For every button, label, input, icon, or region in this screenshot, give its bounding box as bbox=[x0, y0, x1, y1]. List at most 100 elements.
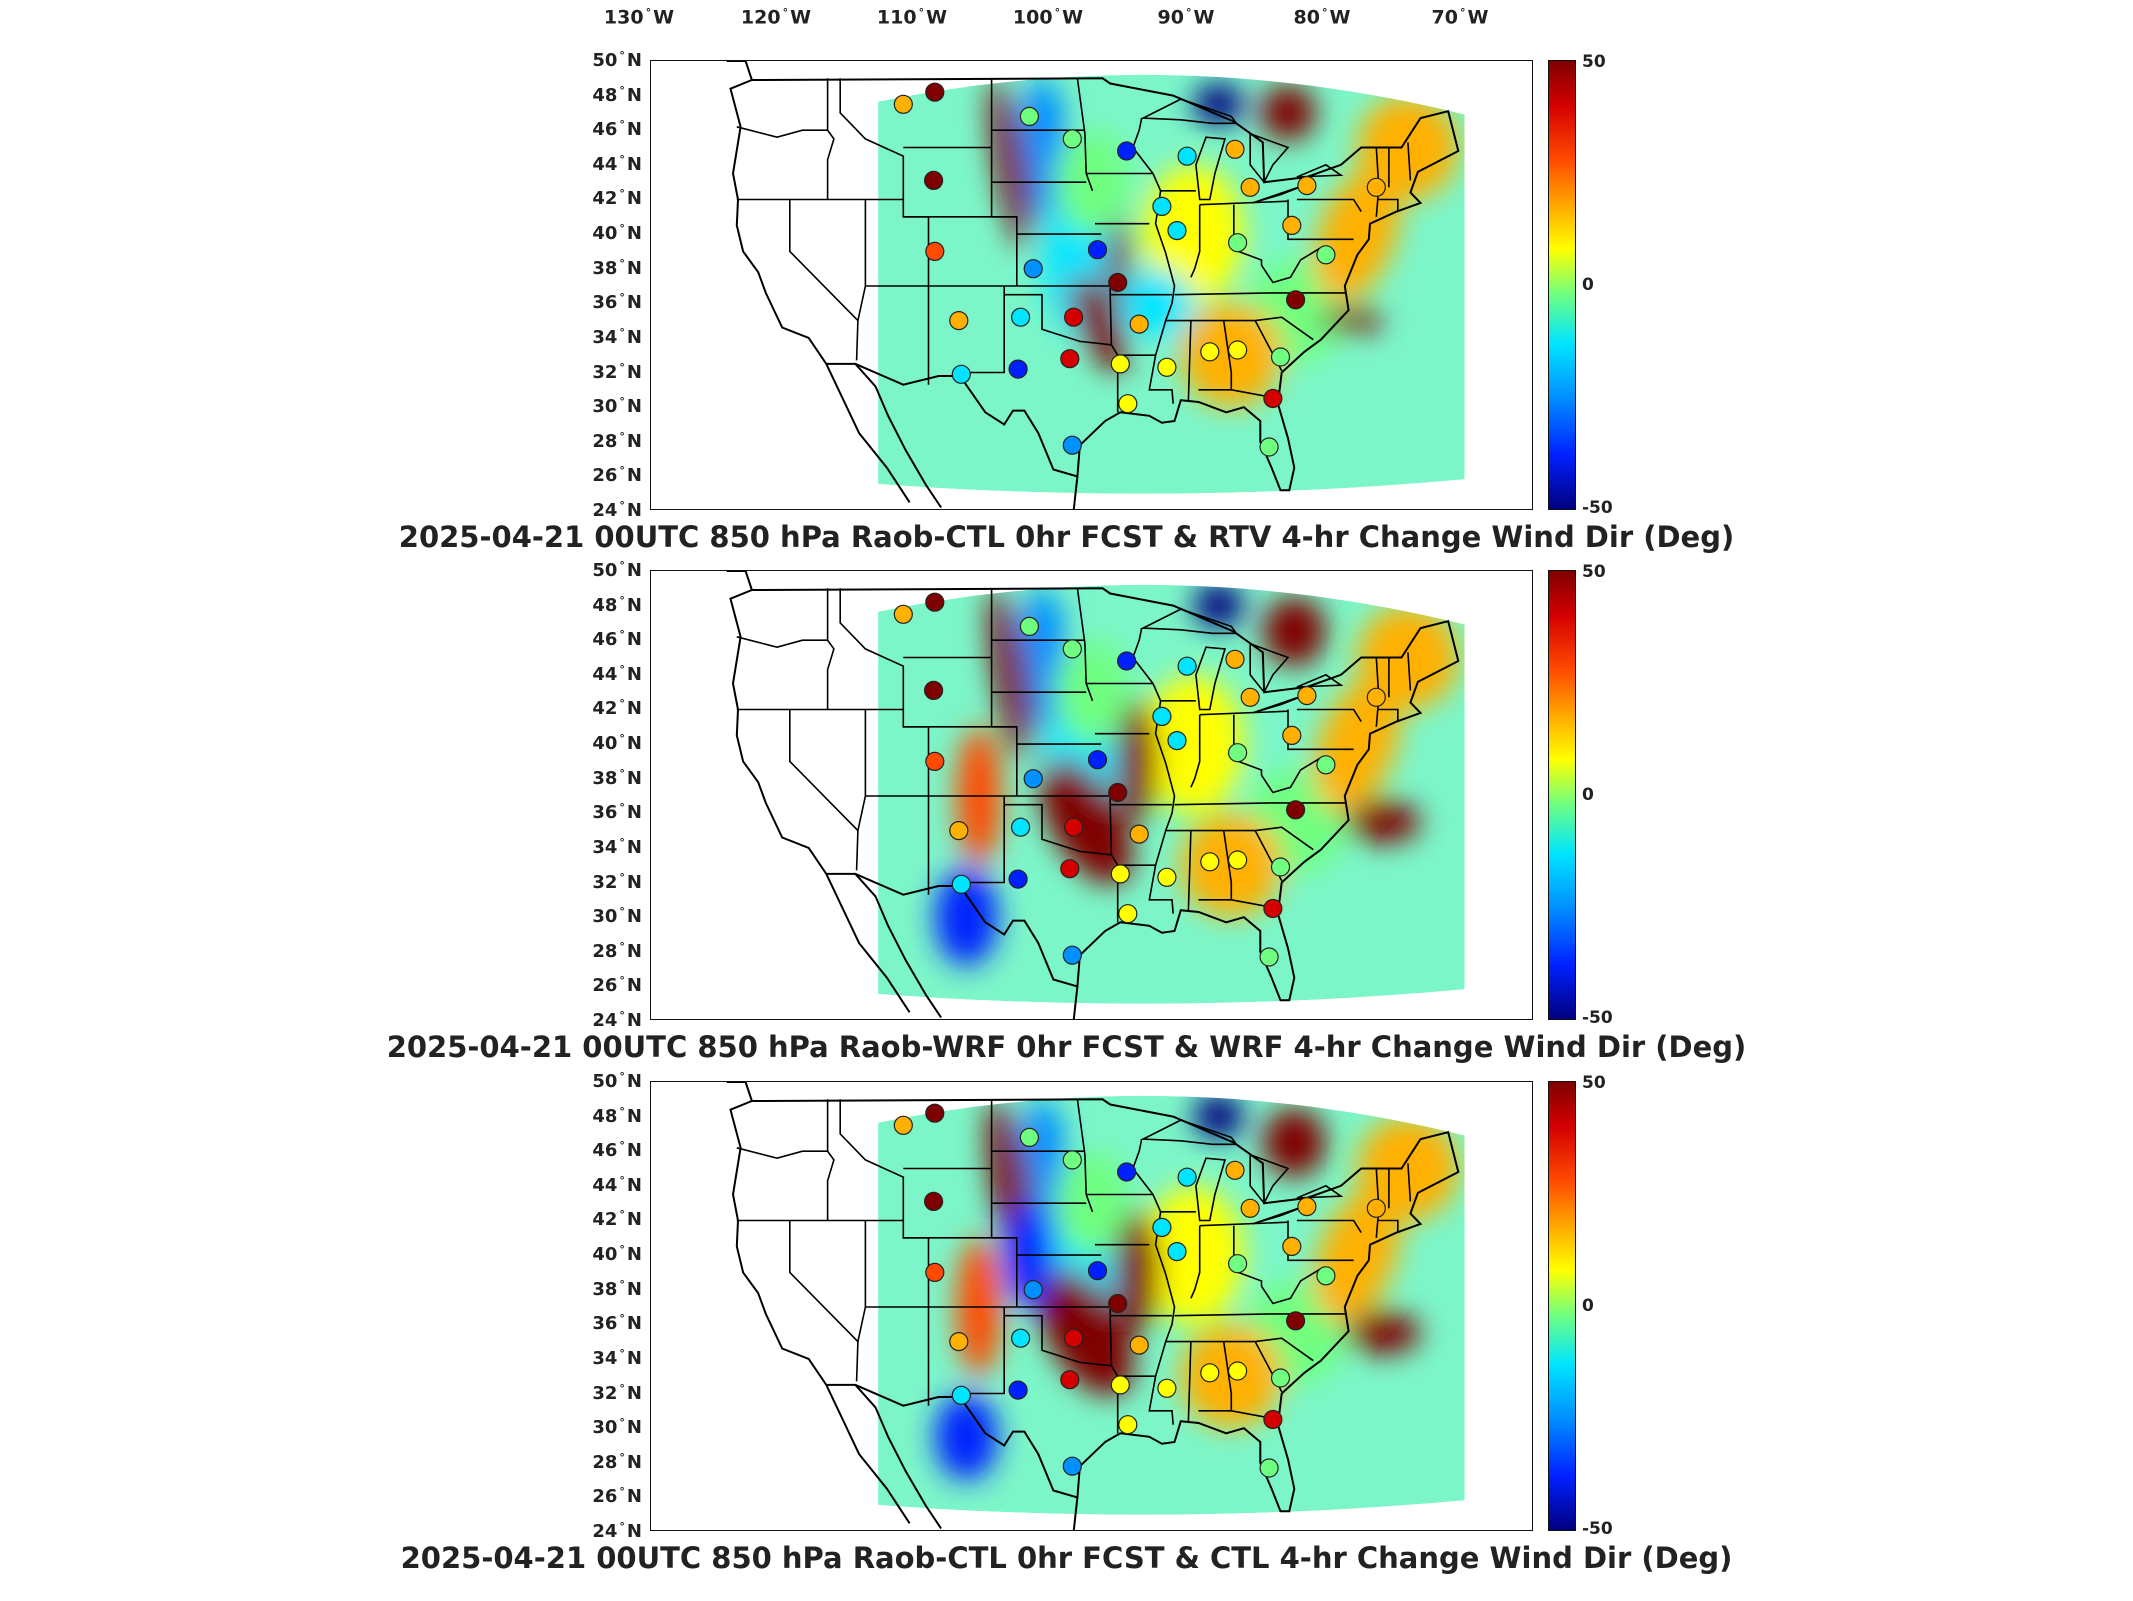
raob-station-marker bbox=[1011, 1328, 1031, 1348]
great-lake bbox=[1252, 183, 1309, 204]
raob-station-marker bbox=[925, 241, 945, 261]
state-border bbox=[1131, 1138, 1154, 1195]
baja-coast bbox=[825, 873, 911, 1013]
lat-label: 42 ° N bbox=[592, 1208, 642, 1231]
state-border bbox=[1076, 1099, 1094, 1213]
raob-station-marker bbox=[1200, 852, 1220, 872]
state-border bbox=[736, 636, 828, 649]
raob-station-marker bbox=[1129, 1335, 1149, 1355]
lon-label: 90 ° W bbox=[1157, 6, 1215, 29]
state-border bbox=[855, 709, 867, 871]
raob-station-marker bbox=[1259, 947, 1279, 967]
raob-station-marker bbox=[1270, 857, 1291, 877]
raob-station-marker bbox=[1227, 743, 1248, 763]
state-border bbox=[1174, 802, 1346, 806]
raob-station-marker bbox=[1118, 1415, 1138, 1435]
raob-station-marker bbox=[1129, 824, 1149, 844]
field-anomaly bbox=[989, 79, 1032, 251]
lat-label: 26 ° N bbox=[592, 974, 642, 997]
state-border bbox=[1076, 78, 1094, 192]
mexico-coast bbox=[854, 873, 942, 1019]
raob-station-marker bbox=[1240, 687, 1260, 707]
lat-label: 24 ° N bbox=[592, 1520, 642, 1542]
raob-station-marker bbox=[949, 1332, 969, 1352]
gulf-coast bbox=[1072, 1497, 1079, 1530]
state-border bbox=[826, 588, 835, 710]
great-lake bbox=[1249, 642, 1290, 694]
lat-label: 38 ° N bbox=[592, 256, 642, 279]
raob-station-marker bbox=[1087, 750, 1108, 770]
raob-station-marker bbox=[1062, 129, 1082, 149]
state-border bbox=[1198, 830, 1233, 901]
raob-station-marker bbox=[1259, 1458, 1279, 1478]
state-border bbox=[1240, 316, 1314, 341]
raob-station-marker bbox=[925, 1103, 945, 1123]
lat-label: 44 ° N bbox=[592, 1173, 642, 1196]
wind-change-field bbox=[878, 584, 1465, 1004]
map-frame bbox=[650, 60, 1533, 510]
raob-station-marker bbox=[951, 874, 971, 894]
colorbar-min-label: -50 bbox=[1582, 1008, 1613, 1028]
baja-coast bbox=[825, 363, 911, 503]
great-lake bbox=[1296, 163, 1344, 178]
lat-label: 26 ° N bbox=[592, 1485, 642, 1508]
state-border bbox=[991, 216, 1018, 286]
lat-label: 28 ° N bbox=[592, 429, 642, 452]
raob-station-marker bbox=[1008, 359, 1028, 379]
raob-station-marker bbox=[1282, 215, 1302, 235]
great-lake bbox=[1252, 693, 1309, 714]
state-border bbox=[789, 1220, 859, 1343]
lat-label: 30 ° N bbox=[592, 395, 642, 418]
state-border bbox=[789, 199, 859, 322]
mexico-coast bbox=[854, 1384, 942, 1530]
colorbar-max-label: 50 bbox=[1582, 1073, 1606, 1093]
raob-station-marker bbox=[1263, 1409, 1283, 1430]
state-border bbox=[1260, 245, 1324, 284]
raob-station-marker bbox=[1129, 314, 1149, 334]
raob-station-marker bbox=[1118, 394, 1138, 414]
lat-label: 48 ° N bbox=[592, 1104, 642, 1127]
great-lake bbox=[1296, 1184, 1344, 1199]
raob-station-marker bbox=[924, 170, 944, 191]
raob-station-marker bbox=[1225, 1160, 1245, 1180]
state-border bbox=[736, 126, 828, 139]
colorbar bbox=[1548, 60, 1576, 510]
field-anomaly bbox=[1054, 130, 1131, 235]
lat-label: 34 ° N bbox=[592, 835, 642, 858]
state-border bbox=[1174, 1313, 1346, 1317]
colorbar-mid-label: 0 bbox=[1582, 1296, 1594, 1316]
baja-coast bbox=[825, 1384, 911, 1524]
raob-station-marker bbox=[1259, 437, 1279, 457]
state-border bbox=[958, 286, 1005, 374]
raob-station-marker bbox=[1011, 307, 1031, 327]
lat-label: 34 ° N bbox=[592, 325, 642, 348]
lat-label: 46 ° N bbox=[592, 628, 642, 651]
state-border bbox=[1240, 1337, 1314, 1362]
state-border bbox=[1004, 803, 1112, 856]
great-lake bbox=[1252, 1204, 1309, 1225]
lat-label: 44 ° N bbox=[592, 662, 642, 685]
map-svg bbox=[726, 571, 1465, 1019]
wind-change-field bbox=[878, 1095, 1465, 1515]
state-border bbox=[1190, 1225, 1201, 1299]
state-border bbox=[1287, 1220, 1354, 1262]
state-border bbox=[1076, 588, 1094, 702]
raob-station-marker bbox=[1087, 240, 1108, 260]
state-border bbox=[1199, 1221, 1289, 1227]
state-border bbox=[855, 1220, 867, 1382]
raob-station-marker bbox=[951, 1385, 971, 1405]
state-border bbox=[1296, 708, 1362, 723]
raob-station-marker bbox=[1011, 817, 1031, 837]
raob-station-marker bbox=[1062, 945, 1082, 965]
raob-station-marker bbox=[1019, 616, 1039, 637]
state-border bbox=[1131, 117, 1154, 174]
field-anomaly bbox=[1260, 85, 1316, 141]
state-border bbox=[1199, 710, 1289, 716]
field-anomaly bbox=[1193, 1095, 1244, 1140]
raob-station-marker bbox=[1152, 1217, 1172, 1237]
raob-station-marker bbox=[1227, 233, 1248, 253]
state-border bbox=[1377, 708, 1399, 722]
lat-label: 40 ° N bbox=[592, 1243, 642, 1266]
canada-coast bbox=[726, 571, 753, 591]
map-panel: 50 ° N 48 ° N 46 ° N 44 ° N 42 ° N 40 ° N 38 ° N 36 ° N 34 ° N 32 ° N… bbox=[0, 49, 2133, 580]
